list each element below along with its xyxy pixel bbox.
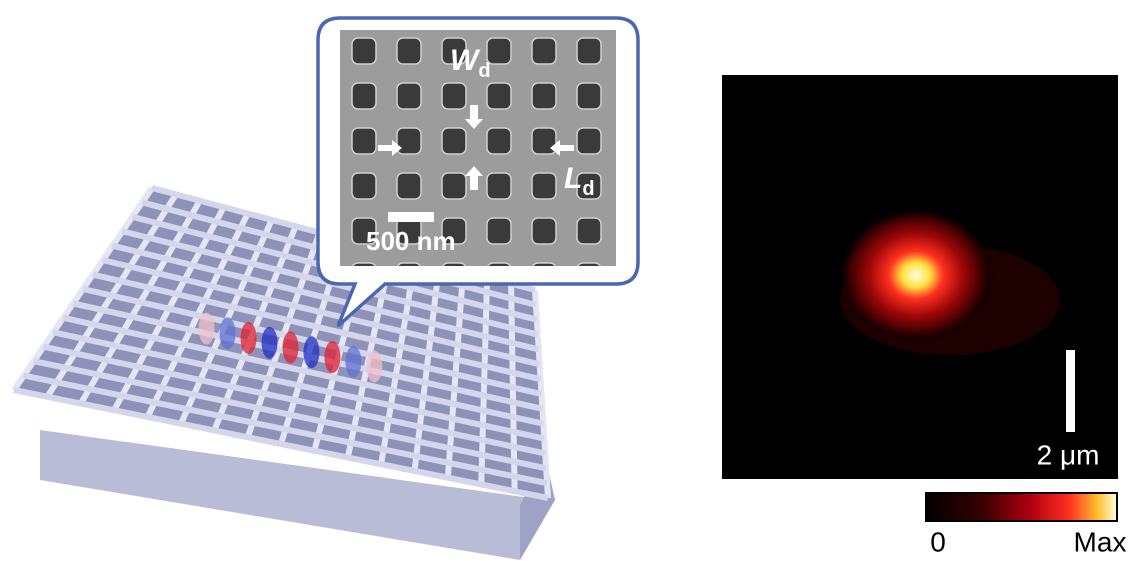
length-subscript: d [582, 178, 594, 200]
field-lobe [282, 332, 298, 364]
sem-hole [487, 218, 511, 244]
sem-hole [577, 128, 601, 154]
field-lobe [345, 346, 361, 378]
sem-hole [577, 38, 601, 64]
sem-hole [352, 83, 376, 109]
length-symbol: L [564, 162, 582, 195]
width-symbol: W [450, 44, 481, 77]
sem-hole [532, 83, 556, 109]
field-lobe [220, 317, 236, 349]
sem-hole [352, 173, 376, 199]
map-scale-bar [1066, 350, 1075, 432]
sem-hole [397, 38, 421, 64]
sem-scale-bar [388, 212, 434, 222]
sem-hole [577, 218, 601, 244]
sem-hole [397, 173, 421, 199]
sem-hole [532, 218, 556, 244]
field-lobe [199, 313, 215, 345]
map-hotspot [838, 207, 994, 343]
field-lobe [303, 336, 319, 368]
sem-hole [442, 128, 466, 154]
sem-scale-label: 500 nm [366, 226, 456, 256]
sem-hole [487, 83, 511, 109]
field-lobe [262, 327, 278, 359]
sem-hole [397, 83, 421, 109]
sem-hole [442, 83, 466, 109]
colorbar-min: 0 [930, 526, 946, 557]
sem-hole [352, 128, 376, 154]
figure: Wd Ld 500 nm 2 μm 0 Max [0, 0, 1136, 561]
sem-hole [352, 38, 376, 64]
map-scale-label: 2 μm [1037, 439, 1100, 470]
colorbar [926, 493, 1117, 521]
field-lobe [366, 350, 382, 382]
sem-hole [487, 173, 511, 199]
sem-hole [577, 83, 601, 109]
colorbar-max: Max [1074, 526, 1127, 557]
sem-hole [487, 38, 511, 64]
sem-hole [397, 128, 421, 154]
sem-hole [487, 128, 511, 154]
sem-hole [532, 128, 556, 154]
width-subscript: d [478, 60, 490, 82]
field-lobe [324, 341, 340, 373]
sem-hole [532, 38, 556, 64]
sem-hole [532, 173, 556, 199]
sem-hole [442, 173, 466, 199]
field-lobe [241, 322, 257, 354]
